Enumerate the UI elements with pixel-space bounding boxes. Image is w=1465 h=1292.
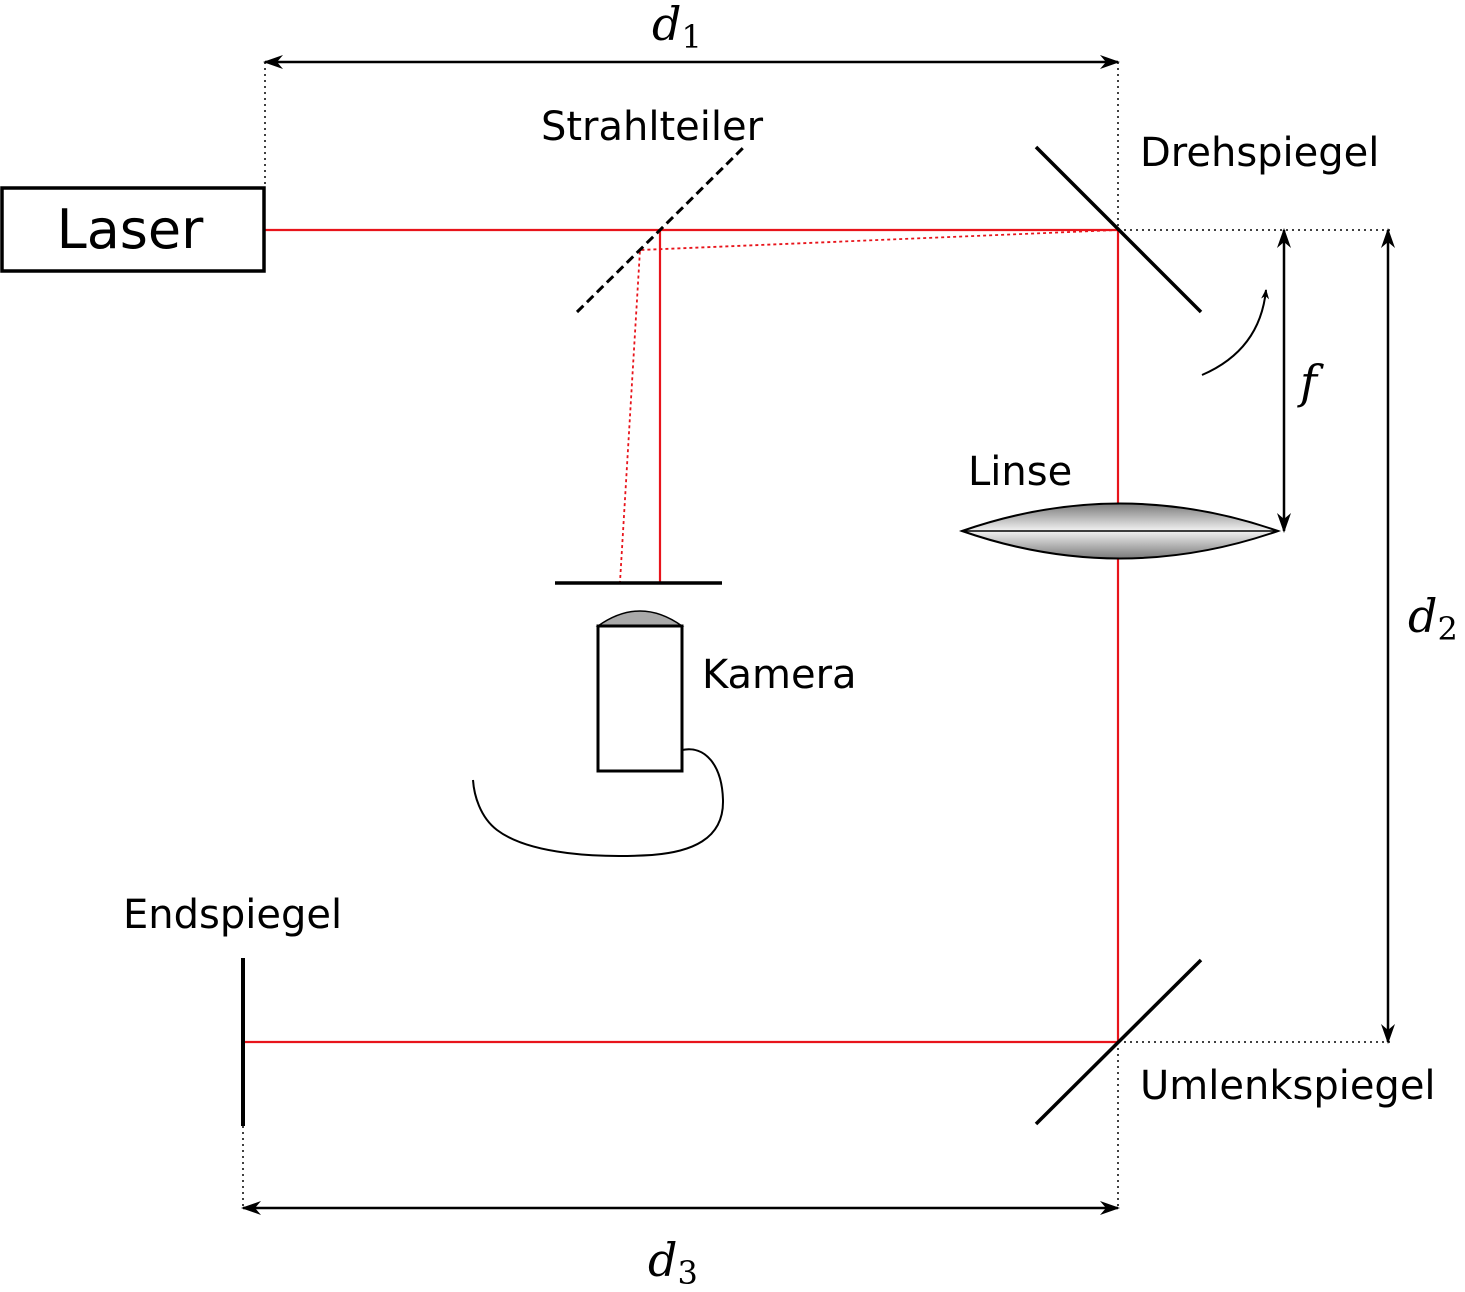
d1-label: d1 <box>652 0 702 56</box>
guide-lines <box>242 62 1390 1208</box>
camera-cable <box>472 748 725 857</box>
end-mirror: Endspiegel <box>123 892 342 1126</box>
rotation-arrow-icon <box>1201 289 1270 376</box>
laser-beam-path <box>245 228 1120 1044</box>
dimensions: d1 d2 f d3 <box>241 0 1458 1292</box>
rotating-mirror-label: Drehspiegel <box>1140 130 1379 176</box>
beam-splitter-plate <box>575 144 747 314</box>
laser: Laser <box>0 186 266 273</box>
camera: Kamera <box>472 581 857 857</box>
rotating-mirror-plate <box>1034 145 1203 314</box>
d3-label: d3 <box>648 1233 698 1292</box>
laser-box <box>0 186 266 273</box>
beam-splitter-label: Strahlteiler <box>541 104 764 150</box>
laser-label: Laser <box>57 198 205 261</box>
lens: Linse <box>958 449 1282 560</box>
camera-body <box>596 624 684 773</box>
rotating-mirror: Drehspiegel <box>1034 130 1379 376</box>
beam-splitter: Strahlteiler <box>541 104 764 314</box>
d2-label: d2 <box>1408 589 1458 648</box>
deflection-mirror-label: Umlenkspiegel <box>1140 1063 1436 1109</box>
camera-label: Kamera <box>702 652 857 698</box>
camera-lens <box>595 610 685 627</box>
deflection-mirror: Umlenkspiegel <box>1034 958 1436 1126</box>
focal-length-label: f <box>1297 355 1324 409</box>
lens-label: Linse <box>968 449 1072 495</box>
deflection-mirror-plate <box>1034 958 1203 1126</box>
end-mirror-label: Endspiegel <box>123 892 342 938</box>
